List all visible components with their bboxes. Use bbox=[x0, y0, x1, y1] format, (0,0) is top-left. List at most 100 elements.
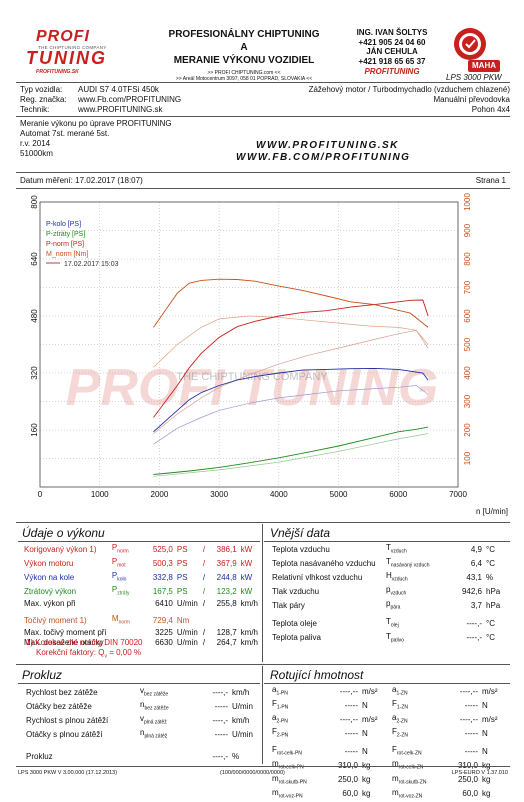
series-line bbox=[153, 329, 429, 434]
legend-item: 17.02.2017 15:03 bbox=[64, 261, 119, 268]
spacer-row bbox=[24, 742, 255, 752]
ambient-value: 4,9 bbox=[470, 544, 482, 554]
rot-row: F1-ZN ----- N bbox=[390, 699, 500, 713]
y-right-tick-label: 800 bbox=[463, 252, 472, 266]
rot-symbol-subscript: 2-PN bbox=[276, 718, 288, 725]
prokluz-label: Otáčky bez zátěže bbox=[26, 701, 92, 711]
rot-value: ----,-- bbox=[339, 686, 358, 696]
rot-symbol-symbol: m bbox=[392, 773, 399, 783]
ambient-unit: °C bbox=[486, 544, 495, 554]
result-symbol-symbol: M bbox=[111, 613, 119, 623]
rot-heading: Rotující hmotnost bbox=[270, 668, 364, 682]
rot-row: mrot-celk-PN 310,0 kg bbox=[270, 759, 380, 773]
ambient-symbol-subscript: vzduch bbox=[391, 576, 408, 583]
prokluz-label: Rychlost s plnou zátěží bbox=[26, 715, 109, 725]
prokluz-unit: km/h bbox=[232, 687, 250, 697]
logo-line2: TUNING bbox=[26, 48, 107, 68]
ambient-value: 942,6 bbox=[461, 587, 482, 597]
rot-symbol-subscript: 2-ZN bbox=[396, 718, 408, 725]
series-line bbox=[153, 299, 429, 418]
result-value-2: 128,7 bbox=[216, 627, 237, 637]
ambient-row: Teplota oleje Tolej ----,- °C bbox=[270, 617, 502, 631]
ambient-symbol: Tvzduch bbox=[384, 543, 444, 557]
chart-grid bbox=[40, 202, 458, 487]
result-separator: / bbox=[202, 558, 206, 568]
result-unit-2: kW bbox=[240, 587, 253, 597]
y-right-tick-label: 500 bbox=[463, 337, 472, 351]
rot-symbol-subscript: 1-ZN bbox=[396, 690, 408, 697]
note-line4: 51000km bbox=[20, 149, 53, 158]
ambient-row: Teplota vzduchu Tvzduch 4,9 °C bbox=[270, 543, 502, 557]
result-symbol-subscript: ztráty bbox=[117, 590, 130, 597]
rot-value: 250,0 bbox=[337, 775, 358, 785]
rot-row: a1-PN ----,-- m/s² bbox=[270, 685, 380, 699]
y-right-tick-label: 200 bbox=[463, 423, 472, 437]
prokluz-unit: % bbox=[232, 752, 240, 762]
page-number: Strana 1 bbox=[475, 176, 506, 185]
reg-value: www.Fb.com/PROFITUNING bbox=[78, 95, 182, 104]
result-value-2 bbox=[207, 614, 239, 628]
ambient-label: Teplota vzduchu bbox=[272, 544, 330, 554]
web-link-2: WWW.FB.COM/PROFITUNING bbox=[236, 152, 411, 163]
ambient-value: 3,7 bbox=[470, 601, 482, 611]
logo-line1: PROFI bbox=[36, 28, 90, 45]
rot-symbol-symbol: F bbox=[392, 699, 397, 709]
measure-date: Datum měření: 17.02.2017 (18:07) bbox=[20, 176, 143, 185]
y-right-tick-label: 600 bbox=[463, 309, 472, 323]
result-separator: / bbox=[202, 599, 206, 609]
result-symbol-subscript: norm bbox=[118, 619, 130, 626]
result-separator: / bbox=[202, 587, 206, 597]
result-separator: / bbox=[202, 627, 206, 637]
ambient-symbol: Tolej bbox=[384, 617, 444, 631]
rot-unit: kg bbox=[482, 761, 491, 771]
type-label: Typ vozidla: bbox=[20, 85, 63, 94]
notes: Meranie výkonu po úprave PROFITUNING Aut… bbox=[20, 119, 510, 167]
rot-symbol: F1-ZN bbox=[390, 699, 440, 713]
rot-symbol-symbol: m bbox=[272, 773, 279, 783]
brand-wordmark: PROFITUNING bbox=[364, 67, 420, 76]
rot-value: ----,-- bbox=[459, 714, 478, 724]
divider bbox=[16, 116, 510, 117]
results-heading: Údaje o výkonu bbox=[22, 526, 105, 540]
legend-item: P-kolo [PS] bbox=[46, 221, 81, 228]
ambient-symbol: ppára bbox=[384, 599, 444, 613]
logo-small: PROFITUNING.SK bbox=[36, 69, 79, 75]
y-left-tick-label: 160 bbox=[30, 423, 39, 437]
rot-symbol-symbol: a bbox=[272, 713, 277, 723]
rot-value: ----- bbox=[464, 747, 478, 757]
divider bbox=[16, 664, 510, 665]
result-value-1: 6630 bbox=[155, 638, 173, 648]
result-unit-1: U/min bbox=[176, 638, 198, 648]
ambient-label: Teplota nasávaného vzduchu bbox=[272, 558, 376, 568]
note-line1: Meranie výkonu po úprave PROFITUNING bbox=[20, 119, 172, 128]
ambient-symbol: pvzduch bbox=[384, 585, 444, 599]
prokluz-value: ----- bbox=[214, 730, 228, 740]
rot-symbol-symbol: m bbox=[392, 787, 399, 797]
result-row: Max. točivý moment při 3225 U/min / 128,7 km/… bbox=[22, 628, 260, 639]
result-unit-1: PS bbox=[176, 544, 188, 554]
prokluz-row: Prokluz ----,-% bbox=[24, 752, 255, 763]
rot-row: mrot-celk-ZN 310,0 kg bbox=[390, 759, 500, 773]
rot-unit: kg bbox=[362, 789, 371, 799]
result-symbol-symbol: P bbox=[111, 571, 118, 581]
engine-type: Zážehový motor / Turbodmychadlo (vzduche… bbox=[308, 85, 510, 94]
logo-tagline: THE CHIPTUNING COMPANY bbox=[38, 45, 107, 50]
contact-name-2: JÁN CEHULA bbox=[366, 47, 418, 56]
ambient-row: Relativní vlhkost vzduchu Hvzduch 43,1% bbox=[270, 571, 502, 585]
result-symbol: Mnorm bbox=[110, 614, 141, 628]
result-unit-2: kW bbox=[240, 544, 253, 554]
x-tick-label: 0 bbox=[38, 490, 43, 499]
ambient-heading: Vnější data bbox=[270, 526, 331, 540]
ambient-unit: hPa bbox=[486, 601, 501, 611]
result-label: Točivý moment 1) bbox=[24, 615, 87, 625]
rot-row: F2-ZN ----- N bbox=[390, 727, 500, 741]
ambient-symbol-symbol: T bbox=[386, 631, 391, 641]
rot-symbol-subscript: rot-celk-ZN bbox=[398, 765, 424, 772]
ambient-value: 43,1 bbox=[466, 572, 482, 582]
prokluz-unit: U/min bbox=[232, 701, 253, 711]
rot-value: ----- bbox=[344, 700, 358, 710]
y-left-tick-label: 800 bbox=[30, 195, 39, 209]
result-unit-1: U/min bbox=[176, 627, 198, 637]
result-symbol-symbol: P bbox=[111, 585, 118, 595]
rot-symbol-subscript: rot-celk-PN bbox=[278, 765, 304, 772]
